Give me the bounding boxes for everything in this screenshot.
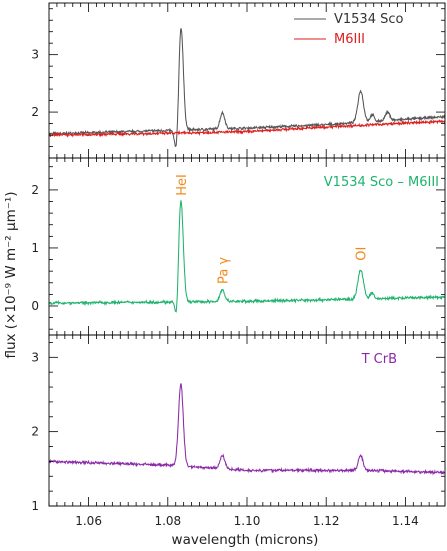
y-tick-label: 1 [31,499,39,513]
y-tick-label: 0 [31,299,39,313]
line-annotation: Pa γ [216,257,231,284]
x-tick-label: 1.14 [392,514,419,528]
y-tick-label: 2 [31,425,39,439]
panel-label: T CrB [361,352,397,367]
y-tick-label: 3 [31,48,39,62]
line-annotation: OI [355,247,370,261]
x-axis-label: wavelength (microns) [172,532,319,548]
y-tick-label: 2 [31,183,39,197]
series-line-top-1 [49,119,445,138]
panels: 2 3 V1534 Sco M6III 0 1 2 V1534 Sco – M6III HeI P… [31,2,446,528]
panel-label: V1534 Sco – M6III [324,175,439,190]
panel-middle: 0 1 2 V1534 Sco – M6III HeI Pa γ OI [31,157,446,336]
x-tick-label: 1.06 [75,514,102,528]
series-line-middle-0 [49,200,445,313]
series-line-top-0 [49,28,445,148]
line-annotation: HeI [175,174,190,196]
y-tick-label: 1 [31,241,39,255]
y-tick-label: 3 [31,350,39,364]
x-tick-label: 1.10 [234,514,261,528]
panel-top: 2 3 V1534 Sco M6III [31,2,446,159]
y-tick-label: 2 [31,105,39,119]
x-tick-label: 1.08 [154,514,181,528]
y-axis-label: flux (×10⁻⁹ W m⁻² μm⁻¹) [3,191,19,358]
series-line-bottom-0 [49,383,445,476]
panel-bottom: 1 2 3 1.06 1.08 1.10 1.12 1.14 T CrB [31,334,446,528]
legend-entry: V1534 Sco [334,12,404,27]
x-tick-label: 1.12 [313,514,340,528]
legend-entry: M6III [334,32,365,47]
